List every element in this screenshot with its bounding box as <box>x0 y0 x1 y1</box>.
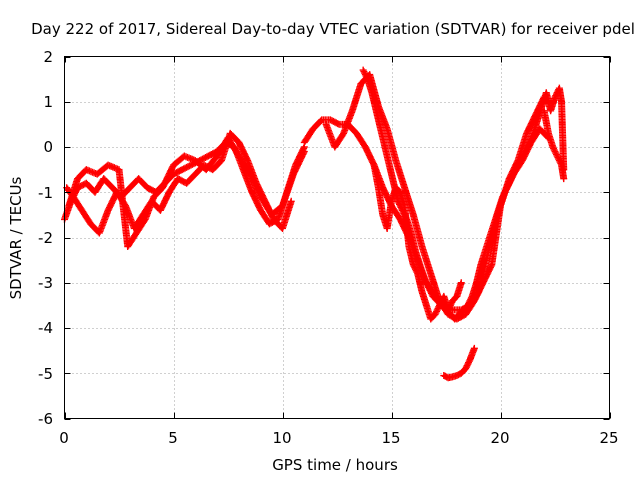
chart-title: Day 222 of 2017, Sidereal Day-to-day VTE… <box>31 20 635 38</box>
x-tick-label-10: 10 <box>272 429 291 447</box>
y-axis-label: SDTVAR / TECUs <box>7 176 25 299</box>
y-tick-label-0: 0 <box>43 138 53 156</box>
y-tick-label-1: 1 <box>43 93 53 111</box>
data-point <box>300 148 308 156</box>
x-axis-label: GPS time / hours <box>272 456 398 474</box>
data-point <box>334 120 342 128</box>
data-point <box>457 279 465 287</box>
plot-frame <box>64 56 610 419</box>
y-tick-label-neg2: -2 <box>38 229 53 247</box>
data-points <box>61 66 568 382</box>
y-tick-label-neg1: -1 <box>38 184 53 202</box>
x-tick-label-20: 20 <box>490 429 509 447</box>
x-tick-label-15: 15 <box>381 429 400 447</box>
y-tick-label-neg4: -4 <box>38 319 53 337</box>
data-point <box>470 344 478 352</box>
x-tick-label-25: 25 <box>599 429 618 447</box>
axis-ticks <box>64 56 611 420</box>
data-point <box>560 175 568 183</box>
y-tick-label-2: 2 <box>43 48 53 66</box>
y-tick-label-neg6: -6 <box>38 410 53 428</box>
grid-lines <box>64 56 610 419</box>
y-tick-label-neg3: -3 <box>38 274 53 292</box>
y-tick-label-neg5: -5 <box>38 365 53 383</box>
x-tick-label-5: 5 <box>168 429 178 447</box>
data-point <box>287 197 295 205</box>
x-tick-label-0: 0 <box>59 429 69 447</box>
